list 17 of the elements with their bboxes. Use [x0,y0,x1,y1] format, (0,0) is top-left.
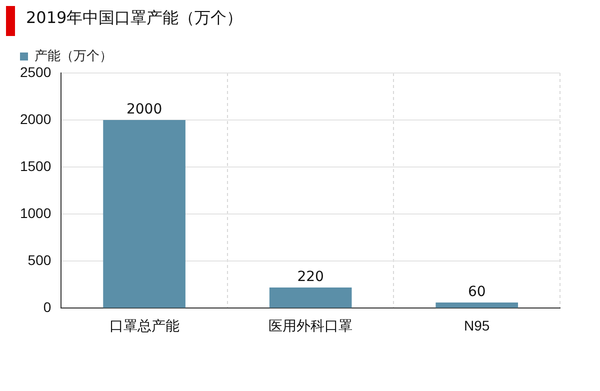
bar [436,302,518,308]
bar [103,120,186,308]
chart-title: 2019年中国口罩产能（万个） [26,8,243,29]
data-label: 220 [297,269,324,286]
y-tick-label: 500 [28,252,52,268]
data-label: 60 [468,284,486,300]
legend-label: 产能（万个） [34,48,112,64]
y-tick-label: 1000 [20,204,52,221]
y-tick-label: 2500 [20,64,52,80]
y-tick-label: 2000 [20,110,52,127]
x-tick-label: 口罩总产能 [109,317,180,334]
bar [269,288,352,308]
y-tick-label: 1500 [20,158,52,174]
y-tick-label: 0 [43,299,52,316]
x-tick-label: 医用外科口罩 [268,317,353,334]
data-label: 2000 [126,102,162,118]
x-tick-label: N95 [464,317,490,334]
